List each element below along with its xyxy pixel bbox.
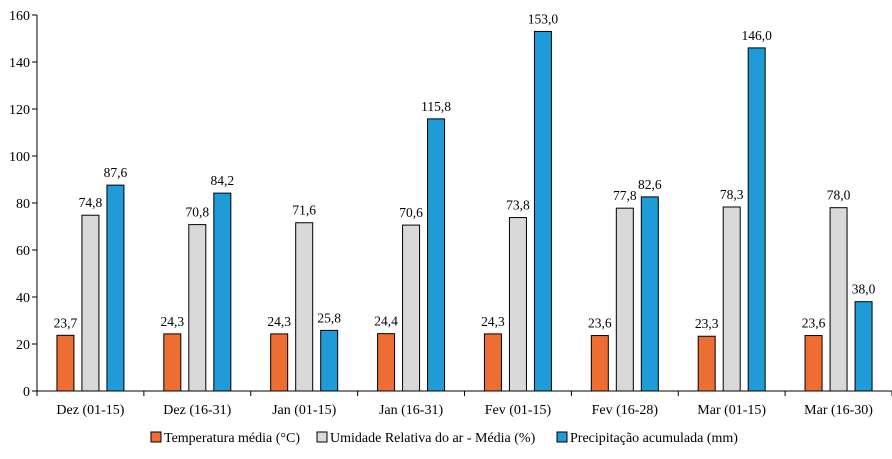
bar-series-2 (508, 217, 527, 392)
data-label: 77,8 (613, 188, 637, 203)
data-label: 24,3 (481, 314, 505, 329)
data-label: 146,0 (742, 28, 773, 43)
y-tick-label: 0 (23, 385, 30, 400)
bar-series-3 (213, 192, 232, 392)
bar-series-1 (697, 335, 716, 392)
y-tick-label: 80 (16, 197, 30, 212)
x-axis: Dez (01-15) Dez (16-31) Jan (01-15) Jan (16… (36, 390, 892, 418)
data-label: 70,6 (399, 205, 423, 220)
x-tick-label: Dez (01-15) (56, 403, 124, 418)
x-tick-label: Jan (16-31) (379, 403, 443, 418)
bar-series-3 (427, 118, 446, 392)
data-labels: 23,7 74,887,6 24,3 70,8 84,2 24,3 71,6 25,8 24,4… (54, 11, 876, 331)
data-label: 24,3 (267, 314, 291, 329)
data-label: 82,6 (638, 177, 662, 192)
x-tick-label: Mar (01-15) (697, 403, 766, 418)
bar-series-3 (320, 329, 339, 392)
legend-label: Precipitação acumulada (mm) (570, 431, 738, 446)
bar-series-2 (615, 207, 634, 392)
y-tick-label: 60 (16, 244, 30, 259)
y-tick-label: 40 (16, 291, 30, 306)
legend-label: Umidade Relativa do ar - Média (%) (330, 431, 536, 446)
bar-series-2 (295, 222, 314, 392)
bar-series-1 (483, 333, 502, 392)
bar-series-1 (590, 335, 609, 392)
x-tick-label: Dez (16-31) (163, 403, 231, 418)
bar-series-3 (640, 196, 659, 392)
data-label: 115,8 (421, 99, 451, 114)
data-label: 23,6 (588, 316, 612, 331)
bar-series-3 (106, 184, 125, 392)
bar-series-1 (377, 333, 396, 392)
x-tick-label: Mar (16-30) (804, 403, 873, 418)
data-label: 78,0 (827, 188, 851, 203)
y-tick-label: 20 (16, 338, 30, 353)
y-tick-label: 140 (9, 56, 30, 71)
data-label: 73,8 (506, 198, 530, 213)
bar-series-3 (533, 30, 552, 392)
y-tick-label: 120 (9, 103, 30, 118)
data-label: 84,2 (211, 173, 235, 188)
y-tick-label: 100 (9, 150, 30, 165)
data-label: 71,6 (292, 203, 316, 218)
data-label: 25,8 (317, 310, 341, 325)
x-tick-label: Fev (16-28) (592, 403, 659, 418)
data-label: 24,4 (374, 314, 398, 329)
data-label: 78,3 (720, 187, 744, 202)
bar-series-2 (402, 224, 421, 392)
legend-swatch (556, 431, 568, 443)
bar-series-2 (829, 207, 848, 392)
y-axis: 0 20 40 60 80 100 120 140 160 (9, 9, 38, 400)
x-tick-label: Fev (01-15) (485, 403, 552, 418)
data-label: 38,0 (852, 282, 876, 297)
data-label: 74,8 (79, 195, 103, 210)
legend-swatch (316, 431, 328, 443)
x-tick-label: Jan (01-15) (272, 403, 336, 418)
data-label: 23,6 (802, 316, 826, 331)
data-label: 87,6 (104, 165, 128, 180)
bars (56, 30, 873, 392)
bar-series-1 (163, 333, 182, 392)
data-label: 23,3 (695, 316, 719, 331)
bar-series-2 (722, 206, 741, 392)
y-tick-label: 160 (9, 9, 30, 24)
data-label: 24,3 (161, 314, 185, 329)
legend-label: Temperatura média (°C) (164, 431, 300, 446)
bar-series-3 (747, 47, 766, 392)
bar-series-1 (270, 333, 289, 392)
bar-series-1 (56, 334, 75, 392)
bar-series-2 (81, 214, 100, 392)
data-label: 23,7 (54, 315, 78, 330)
bar-series-2 (188, 224, 207, 392)
data-label: 153,0 (528, 11, 559, 26)
bar-series-1 (804, 335, 823, 392)
bar-series-3 (854, 301, 873, 392)
legend: Temperatura média (°C) Umidade Relativa d… (150, 431, 738, 446)
data-label: 70,8 (186, 205, 210, 220)
legend-swatch (150, 431, 162, 443)
